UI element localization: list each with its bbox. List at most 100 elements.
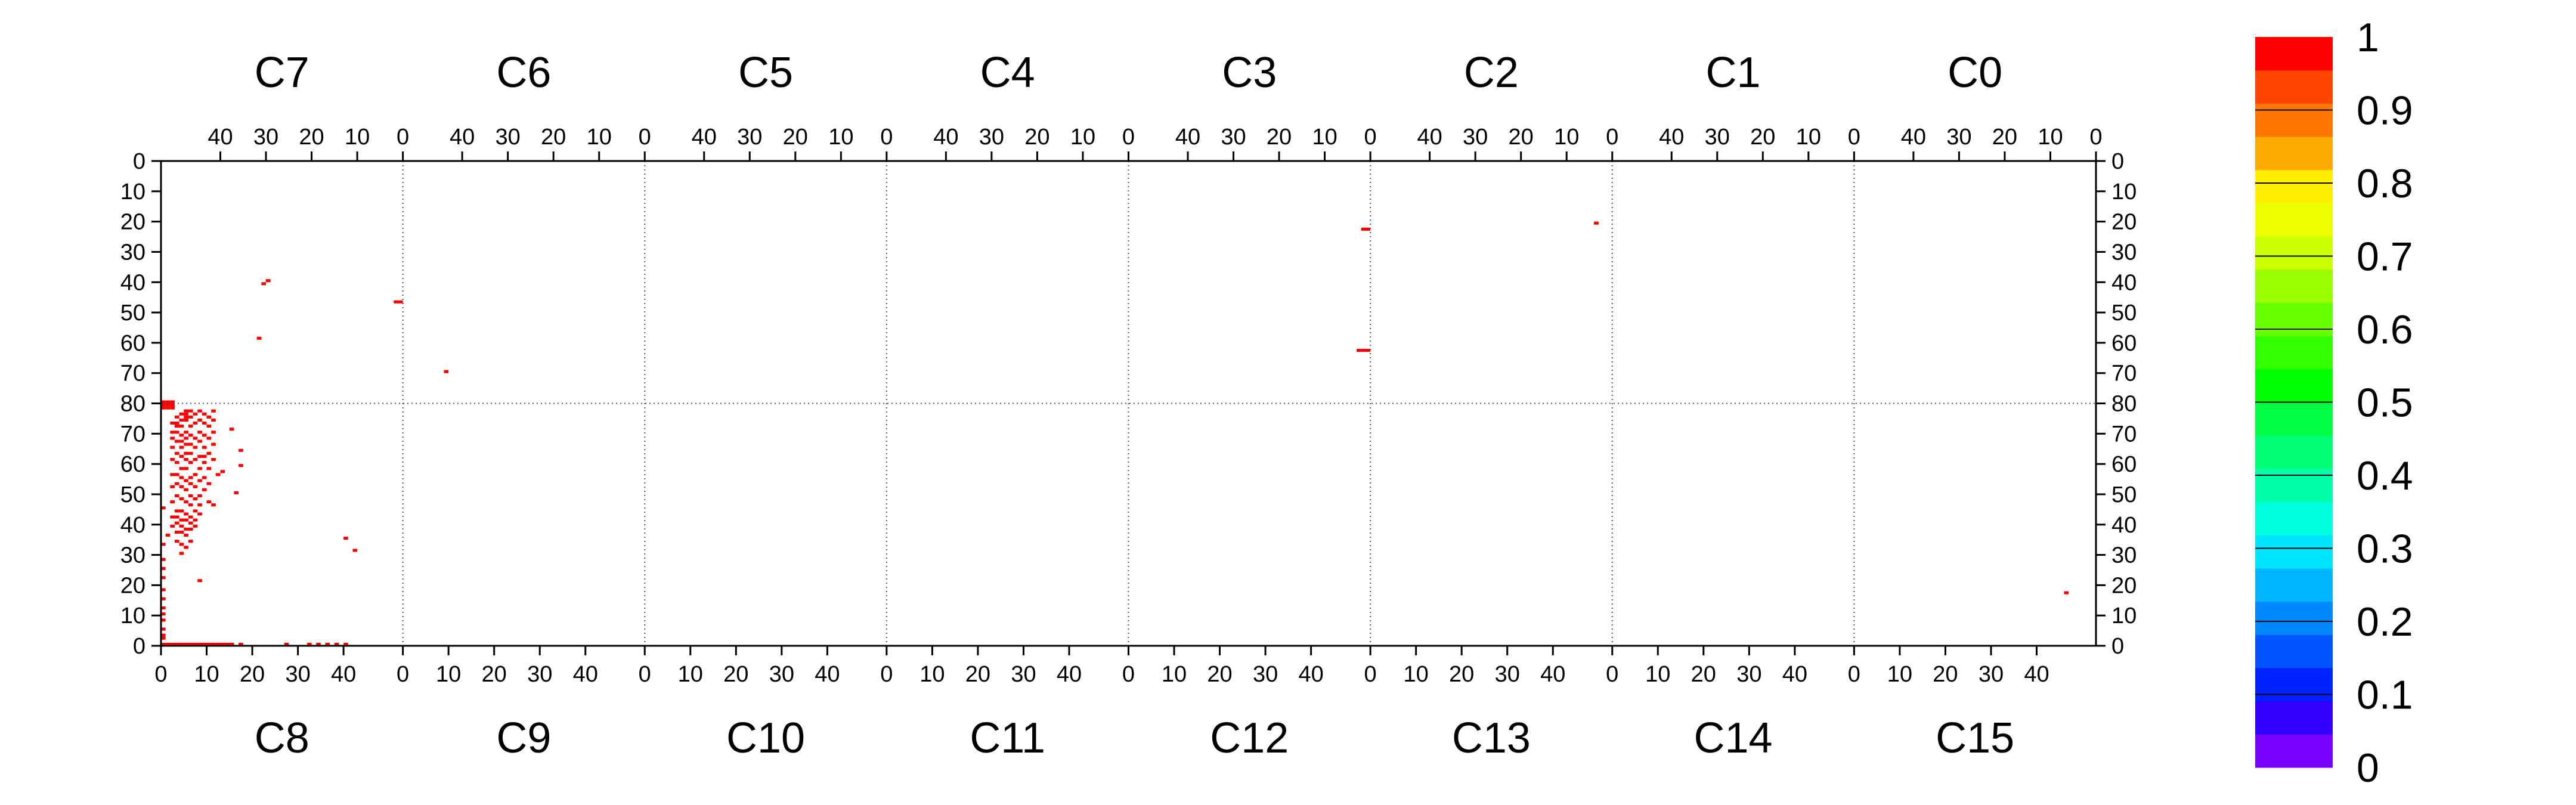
heatmap-cell — [197, 439, 202, 443]
heatmap-cell — [202, 454, 207, 458]
top-half-left-y-tick-label: 40 — [120, 270, 145, 295]
heatmap-cell — [184, 527, 188, 531]
top-x-tick-label: 10 — [345, 125, 370, 150]
heatmap-cell — [165, 403, 171, 407]
heatmap-cell — [174, 431, 179, 434]
heatmap-cell — [215, 473, 221, 476]
bottom-x-tick-label: 40 — [815, 662, 840, 687]
top-half-left-y-tick-label: 80 — [120, 392, 145, 417]
heatmap-cell — [188, 451, 193, 455]
heatmap-cell — [193, 518, 198, 522]
heatmap-cell — [193, 509, 198, 513]
heatmap-cell — [343, 642, 348, 646]
top-x-tick-label: 10 — [2038, 125, 2063, 150]
heatmap-cell — [284, 642, 289, 646]
top-chamber-label: C2 — [1464, 49, 1519, 97]
bottom-x-tick-label: 40 — [2024, 662, 2049, 687]
heatmap-cell — [184, 479, 188, 482]
heatmap-cell — [161, 597, 166, 600]
top-x-tick-label: 20 — [1750, 125, 1775, 150]
top-x-tick-label: 20 — [541, 125, 566, 150]
top-half-right-y-tick-label: 30 — [2111, 240, 2137, 265]
heatmap-cell — [179, 418, 184, 422]
top-chamber-label: C7 — [255, 49, 309, 97]
heatmap-cell — [184, 512, 188, 516]
heatmap-cell — [161, 606, 166, 610]
heatmap-cell — [229, 428, 234, 431]
heatmap-cell — [161, 636, 166, 640]
heatmap-cell — [444, 370, 449, 373]
heatmap-cell — [170, 642, 175, 646]
top-chamber-label: C3 — [1222, 49, 1277, 97]
heatmap-cell — [170, 403, 175, 407]
bottom-x-tick-label: 30 — [1736, 662, 1761, 687]
heatmap-cell — [188, 434, 193, 437]
heatmap-cell — [165, 642, 171, 646]
bottom-half-left-y-tick-label: 10 — [120, 603, 145, 628]
heatmap-cell — [225, 642, 230, 646]
top-x-tick-label: 0 — [1606, 125, 1618, 150]
heatmap-cell — [161, 633, 166, 637]
heatmap-cell — [179, 454, 184, 458]
heatmap-cell — [1357, 349, 1361, 352]
heatmap-cell — [343, 537, 348, 540]
heatmap-cell — [174, 425, 179, 428]
heatmap-cell — [165, 533, 171, 537]
colorbar-segment — [2255, 734, 2333, 768]
heatmap-cell — [179, 434, 184, 437]
heatmap-cell — [193, 485, 198, 488]
top-x-tick-label: 20 — [783, 125, 808, 150]
heatmap-cell — [202, 642, 207, 646]
bottom-chamber-label: C8 — [255, 714, 309, 762]
bottom-x-tick-label: 10 — [1162, 662, 1187, 687]
top-x-tick-label: 20 — [1024, 125, 1049, 150]
heatmap-cell — [179, 530, 184, 534]
top-half-left-y-tick-label: 20 — [120, 210, 145, 235]
colorbar-segment — [2255, 137, 2333, 171]
heatmap-cell — [188, 415, 193, 419]
bottom-half-left-y-tick-label: 0 — [133, 634, 145, 659]
bottom-chamber-label: C10 — [726, 714, 805, 762]
heatmap-cell — [188, 503, 193, 507]
heatmap-cell — [179, 485, 184, 488]
bottom-x-tick-label: 20 — [240, 662, 265, 687]
heatmap-cell — [179, 642, 184, 646]
bottom-x-tick-label: 0 — [397, 662, 409, 687]
heatmap-cell — [239, 448, 243, 452]
heatmap-cell — [206, 436, 212, 440]
colorbar-segment — [2255, 535, 2333, 569]
heatmap-cell — [174, 642, 179, 646]
heatmap-cell — [211, 457, 216, 462]
heatmap-cell — [184, 442, 188, 446]
top-chamber-label: C4 — [980, 49, 1035, 97]
heatmap-cell — [193, 642, 198, 646]
top-x-tick-label: 30 — [979, 125, 1004, 150]
bottom-half-left-y-tick-label: 60 — [120, 452, 145, 477]
bottom-chamber-label: C9 — [496, 714, 551, 762]
heatmap-cell — [170, 421, 175, 425]
colorbar-segment — [2255, 70, 2333, 104]
top-x-tick-label: 30 — [1705, 125, 1730, 150]
top-x-tick-label: 40 — [933, 125, 958, 150]
colorbar-segment — [2255, 667, 2333, 702]
heatmap-cell — [179, 445, 184, 449]
heatmap-cell — [206, 642, 212, 646]
heatmap-cell — [179, 552, 184, 555]
bottom-x-tick-label: 10 — [1404, 662, 1429, 687]
top-x-tick-label: 10 — [1554, 125, 1579, 150]
bottom-half-left-y-tick-label: 50 — [120, 482, 145, 507]
colorbar-tick-label: 0.7 — [2357, 234, 2413, 280]
heatmap-cell — [206, 467, 212, 470]
heatmap-cell — [161, 618, 166, 622]
colorbar-segment — [2255, 302, 2333, 336]
bottom-half-left-y-tick-label: 40 — [120, 513, 145, 538]
heatmap-cell — [161, 558, 166, 561]
heatmap-cell — [188, 409, 193, 413]
colorbar-segment — [2255, 169, 2333, 204]
heatmap-cell — [184, 518, 188, 522]
bottom-half-right-y-tick-label: 0 — [2111, 634, 2124, 659]
bottom-chamber-label: C13 — [1452, 714, 1531, 762]
heatmap-cell — [170, 473, 175, 476]
bottom-x-tick-label: 30 — [285, 662, 310, 687]
top-half-right-y-tick-label: 20 — [2111, 210, 2137, 235]
